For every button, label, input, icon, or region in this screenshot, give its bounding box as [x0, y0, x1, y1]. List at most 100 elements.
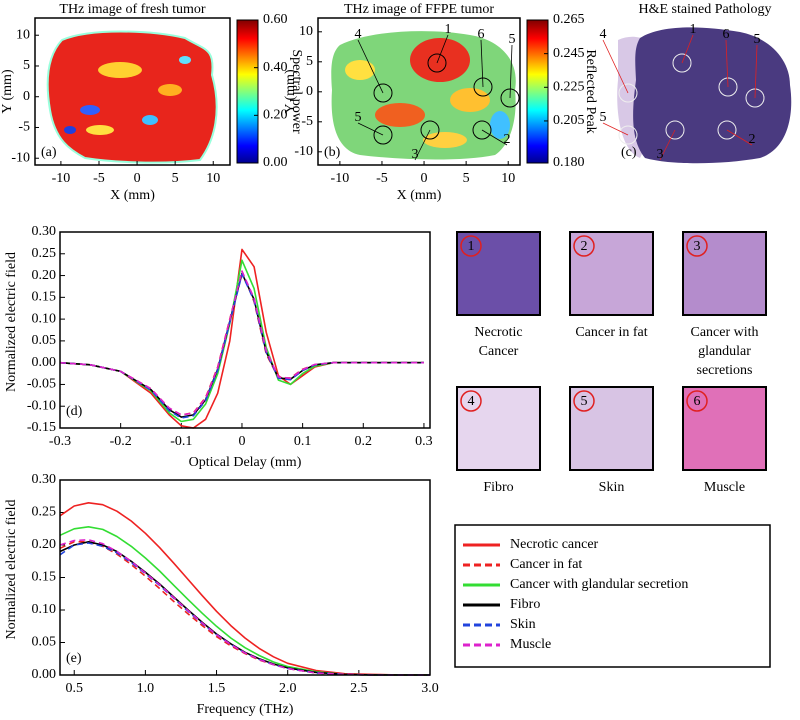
y-tick-label: -0.15 — [27, 420, 56, 435]
tile-number: 3 — [694, 239, 701, 254]
annotation-leader — [436, 34, 449, 64]
y-tick-label: 0.20 — [32, 268, 57, 283]
y-tick-label: 10 — [299, 24, 313, 39]
legend-label: Muscle — [510, 637, 551, 652]
x-tick-label: 0.2 — [355, 434, 373, 449]
colorbar-tick-label: 0.225 — [553, 80, 585, 95]
annotation-leader — [754, 44, 758, 99]
tile-number: 4 — [468, 394, 475, 409]
panel-label: (a) — [41, 145, 57, 160]
annotation-label: 3 — [412, 147, 419, 162]
tile-number: 5 — [581, 394, 588, 409]
annotation-circle — [472, 120, 492, 140]
number-circle — [686, 390, 708, 412]
x-tick-label: 0 — [238, 434, 245, 449]
tile-caption: Cancer in fat — [575, 325, 647, 340]
y-tick-label: 10 — [16, 27, 30, 42]
x-tick-label: -0.1 — [170, 434, 192, 449]
annotation-leader — [357, 39, 384, 94]
x-tick-label: 10 — [206, 171, 220, 186]
colorbar-tick-label: 0.00 — [263, 155, 288, 170]
x-tick-label: 5 — [172, 171, 179, 186]
annotation-circle — [717, 120, 737, 140]
y-axis-label: Normalized electric field — [4, 500, 19, 640]
colorbar-label: Spectral power — [289, 49, 304, 134]
series-line — [59, 270, 424, 416]
histology-image — [569, 231, 654, 316]
annotation-label: 2 — [504, 132, 511, 147]
y-tick-label: 0.30 — [32, 224, 57, 239]
annotation-circle — [672, 53, 692, 73]
annotation-circle — [420, 120, 440, 140]
legend-label: Cancer with glandular secretion — [510, 577, 688, 592]
ffpe-tumor-image — [331, 31, 516, 160]
tile-caption: Skin — [599, 480, 625, 495]
colorbar-tick-label: 0.40 — [263, 60, 288, 75]
y-tick-label: 0.15 — [32, 570, 57, 585]
series-line — [59, 270, 424, 416]
series-line — [59, 259, 424, 423]
y-tick-label: -10 — [11, 150, 30, 165]
series-line — [59, 272, 424, 418]
legend-box — [454, 524, 771, 668]
panel-title: THz image of FFPE tumor — [344, 2, 494, 17]
annotation-leader — [659, 129, 676, 161]
x-tick-label: 1.0 — [137, 681, 155, 696]
pathology-photo — [617, 27, 792, 164]
panel-title: H&E stained Pathology — [639, 2, 772, 17]
number-circle — [460, 235, 482, 257]
histology-image — [569, 386, 654, 471]
x-tick-label: -10 — [331, 171, 350, 186]
annotation-leader — [357, 122, 384, 136]
tile-number: 1 — [468, 239, 475, 254]
y-tick-label: -0.10 — [27, 398, 56, 413]
annotation-label: 5 — [509, 32, 516, 47]
series-line — [59, 541, 430, 676]
x-tick-label: -0.2 — [110, 434, 132, 449]
x-tick-label: -10 — [52, 171, 71, 186]
legend-label: Cancer in fat — [510, 557, 582, 572]
annotation-label: 4 — [600, 27, 607, 42]
annotation-circle — [618, 83, 638, 103]
histology-image — [456, 386, 541, 471]
annotation-label: 5 — [355, 110, 362, 125]
number-circle — [573, 235, 595, 257]
x-tick-label: 0.3 — [415, 434, 433, 449]
tile-caption: Necrotic — [474, 325, 522, 340]
y-tick-label: 0.25 — [32, 246, 57, 261]
x-tick-label: 2.5 — [350, 681, 368, 696]
x-axis-label: X (mm) — [110, 188, 155, 203]
colorbar — [526, 19, 549, 164]
annotation-label: 1 — [445, 22, 452, 37]
x-tick-label: 0.1 — [294, 434, 312, 449]
y-axis-label: Y (mm) — [283, 69, 298, 114]
x-tick-label: 1.5 — [208, 681, 226, 696]
annotation-leader — [509, 44, 513, 99]
x-tick-label: 3.0 — [421, 681, 439, 696]
colorbar-tick-label: 0.20 — [263, 108, 288, 123]
annotation-circle — [373, 125, 393, 145]
colorbar-tick-label: 0.265 — [553, 12, 585, 27]
x-axis-label: Optical Delay (mm) — [189, 455, 302, 470]
x-tick-label: 5 — [463, 171, 470, 186]
tile-number: 2 — [581, 239, 588, 254]
tile-caption: Fibro — [483, 480, 513, 495]
tile-caption: Cancer — [479, 344, 519, 359]
colorbar-label: Reflected Peak — [583, 49, 598, 133]
y-tick-label: 0.00 — [32, 667, 57, 682]
tile-caption: secretions — [697, 363, 753, 378]
annotation-circle — [427, 53, 447, 73]
x-tick-label: 0 — [134, 171, 141, 186]
annotation-leader — [481, 129, 508, 146]
x-tick-label: -5 — [93, 171, 105, 186]
tile-number: 6 — [694, 394, 701, 409]
y-tick-label: 0.05 — [32, 333, 57, 348]
annotation-leader — [602, 122, 629, 136]
y-tick-label: -5 — [18, 120, 30, 135]
panel-title: THz image of fresh tumor — [59, 2, 206, 17]
annotation-leader — [602, 39, 629, 94]
series-line — [59, 542, 430, 676]
panel-label: (b) — [324, 145, 341, 160]
histology-image — [456, 231, 541, 316]
series-line — [59, 541, 430, 676]
